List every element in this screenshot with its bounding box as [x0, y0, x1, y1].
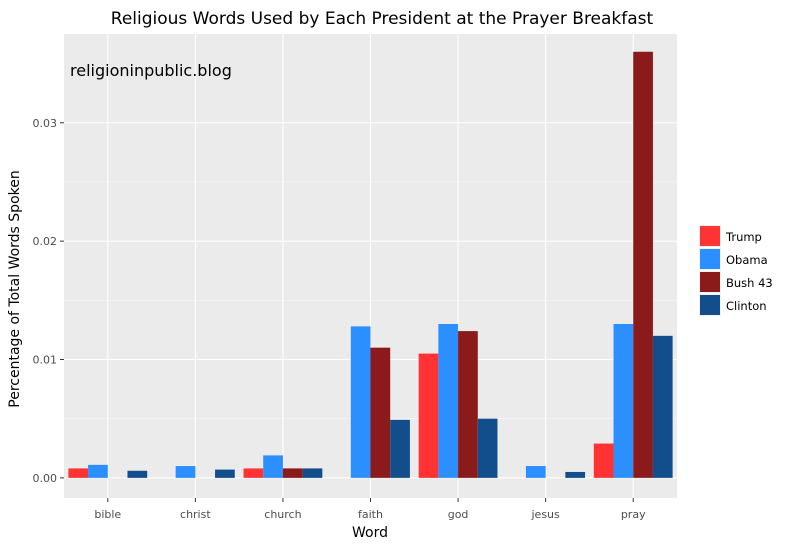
bar-christ-obama	[175, 466, 196, 478]
x-tick-label: bible	[94, 508, 121, 521]
watermark: religioninpublic.blog	[70, 61, 232, 80]
bar-church-clinton	[302, 468, 323, 478]
legend-label: Trump	[725, 230, 762, 244]
bar-bible-clinton	[127, 470, 148, 478]
legend-key-trump	[700, 226, 720, 246]
y-tick-label: 0.03	[33, 117, 58, 130]
bar-christ-clinton	[215, 469, 235, 478]
legend-key-bush-43	[700, 272, 720, 292]
bar-bible-trump	[68, 468, 89, 478]
x-axis-title: Word	[352, 525, 388, 541]
bar-god-obama	[438, 324, 459, 478]
y-axis-title: Percentage of Total Words Spoken	[7, 170, 23, 407]
x-tick-label: christ	[180, 508, 211, 521]
bar-faith-clinton	[390, 419, 410, 478]
bar-jesus-clinton	[565, 471, 586, 478]
bar-god-trump	[418, 353, 439, 478]
x-tick-label: jesus	[531, 508, 561, 521]
bar-god-clinton	[477, 418, 498, 478]
x-tick-label: faith	[358, 508, 383, 521]
legend-label: Obama	[726, 253, 768, 267]
bar-church-obama	[263, 455, 283, 478]
bar-pray-clinton	[652, 335, 673, 478]
y-tick-label: 0.02	[33, 235, 58, 248]
legend-key-obama	[700, 249, 720, 269]
bar-god-bush-43	[458, 331, 478, 478]
bar-faith-bush-43	[370, 347, 391, 478]
bars	[68, 51, 673, 478]
bar-pray-bush-43	[633, 51, 653, 478]
y-tick-label: 0.00	[33, 472, 58, 485]
bar-bible-obama	[88, 464, 108, 478]
x-axis: bible christ church faith god jesus pray	[94, 498, 646, 521]
bar-pray-trump	[593, 443, 614, 478]
y-axis: 0.00 0.01 0.02 0.03	[33, 117, 64, 485]
x-tick-label: church	[264, 508, 301, 521]
bar-jesus-obama	[525, 466, 546, 478]
legend-label: Clinton	[726, 299, 767, 313]
x-tick-label: pray	[621, 508, 646, 521]
legend-key-clinton	[700, 295, 720, 315]
chart-title: Religious Words Used by Each President a…	[111, 9, 654, 29]
x-tick-label: god	[448, 508, 469, 521]
legend: Trump Obama Bush 43 Clinton	[699, 225, 773, 316]
y-tick-label: 0.01	[33, 354, 58, 367]
bar-faith-obama	[350, 326, 371, 478]
bar-church-trump	[243, 468, 264, 478]
bar-pray-obama	[613, 324, 634, 478]
legend-label: Bush 43	[726, 276, 773, 290]
bar-church-bush-43	[282, 468, 303, 478]
